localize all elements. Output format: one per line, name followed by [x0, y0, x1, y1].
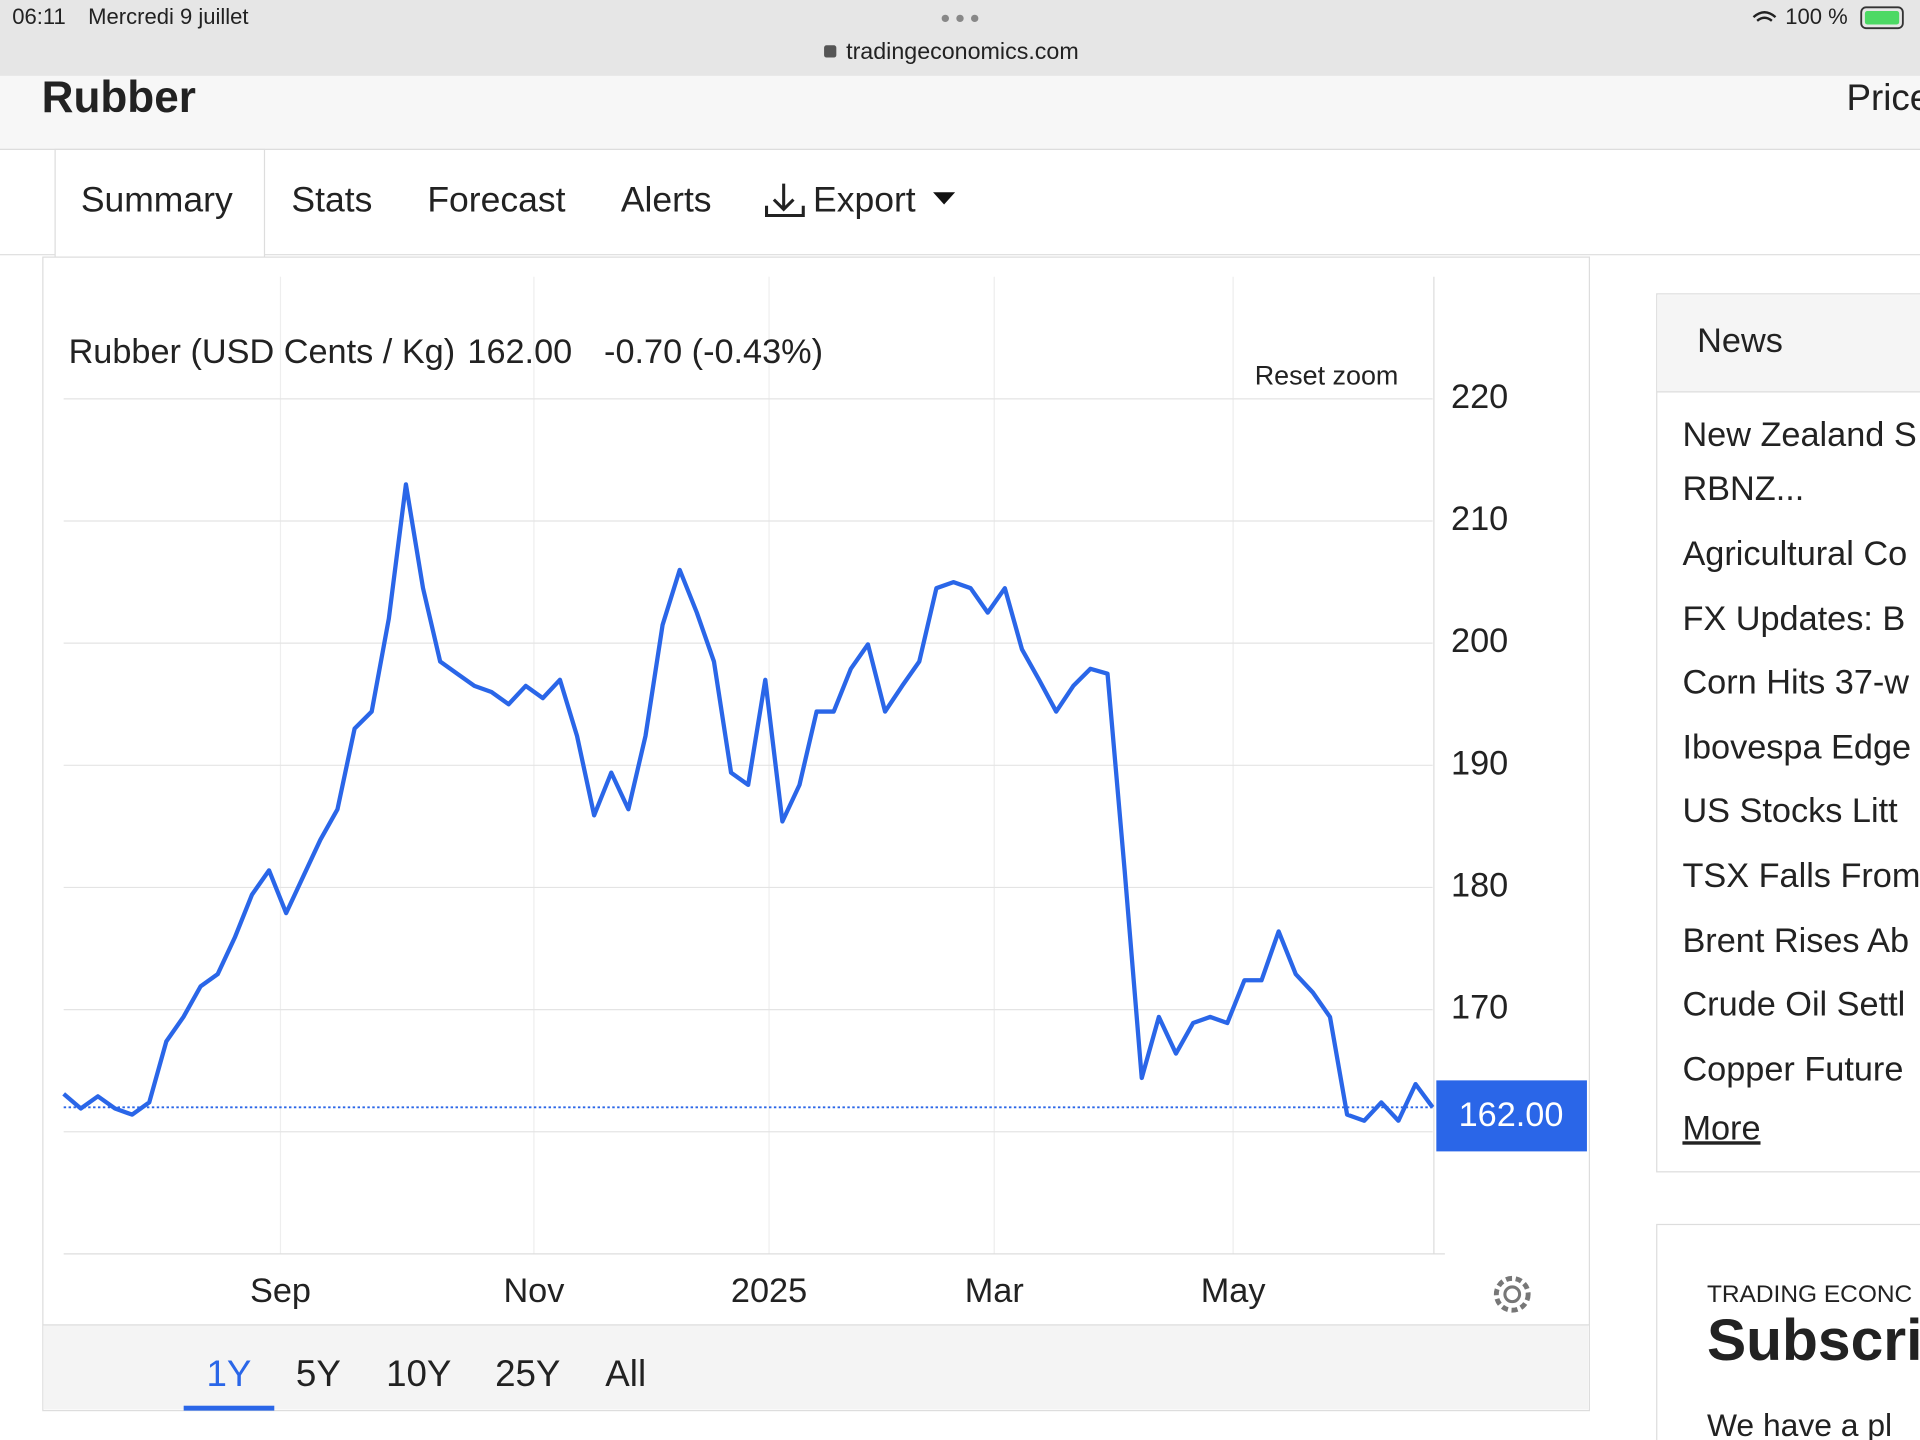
export-icon — [765, 183, 805, 218]
last-price-label: 162.00 — [1459, 1096, 1564, 1134]
news-item[interactable]: Crude Oil Settl — [1682, 986, 1905, 1024]
range-button[interactable]: 25Y — [495, 1353, 560, 1394]
subscribe-panel — [1656, 1223, 1920, 1440]
reset-zoom[interactable]: Reset zoom — [1255, 360, 1399, 390]
y-tick-label: 180 — [1451, 867, 1508, 905]
y-tick-label: 220 — [1451, 378, 1508, 416]
range-button[interactable]: 10Y — [386, 1353, 451, 1394]
news-item[interactable]: US Stocks Litt — [1682, 792, 1898, 830]
battery-icon — [1860, 6, 1904, 30]
change: -0.70 (-0.43%) — [604, 333, 823, 371]
range-button[interactable]: 1Y — [207, 1353, 252, 1394]
settings-icon[interactable] — [1493, 1275, 1531, 1313]
y-tick-label: 170 — [1451, 989, 1508, 1027]
tab[interactable]: Export — [813, 179, 916, 219]
x-tick-label: 2025 — [731, 1272, 807, 1310]
price-line — [62, 482, 1435, 1123]
page-title: Rubber — [42, 73, 196, 122]
y-tick-label: 200 — [1451, 622, 1508, 660]
news-item[interactable]: New Zealand S — [1682, 416, 1916, 454]
tab[interactable]: Summary — [81, 179, 233, 219]
range-button[interactable]: All — [605, 1353, 646, 1394]
news-title: News — [1697, 322, 1783, 360]
battery-text: 100 % — [1785, 4, 1847, 29]
news-header — [1657, 295, 1920, 392]
dots — [941, 14, 979, 23]
ranges: 1Y 5Y 10Y 25Y All — [207, 1353, 647, 1394]
x-tick-label: Nov — [503, 1272, 565, 1310]
news-list: New Zealand S RBNZ... Agricultural Co FX Up… — [1682, 416, 1920, 1088]
chart-panel — [42, 256, 1590, 1412]
news-panel — [1656, 293, 1920, 1173]
news-item[interactable]: RBNZ... — [1682, 470, 1804, 508]
news-item[interactable]: Ibovespa Edge — [1682, 728, 1911, 766]
date: Mercredi 9 juillet — [88, 4, 248, 29]
lock-icon — [824, 45, 837, 58]
subscribe-kicker: TRADING ECONC — [1707, 1281, 1912, 1308]
time: 06:11 — [12, 4, 66, 29]
plot: SepNov2025MarMay160170180190200210220162… — [62, 276, 1587, 1310]
export-caret — [933, 192, 956, 205]
last-price-box — [1436, 1080, 1587, 1152]
status-bar — [0, 0, 1920, 76]
range-button[interactable]: 5Y — [296, 1353, 341, 1394]
x-tick-label: Sep — [250, 1272, 311, 1310]
battery-level — [1864, 11, 1900, 25]
news-item[interactable]: FX Updates: B — [1682, 600, 1905, 638]
wifi-icon — [1752, 11, 1777, 22]
tab[interactable]: Alerts — [621, 179, 712, 219]
range-active — [183, 1405, 275, 1411]
news-item[interactable]: TSX Falls From — [1682, 857, 1920, 895]
x-tick-label: Mar — [965, 1272, 1024, 1310]
url[interactable]: tradingeconomics.com — [846, 38, 1079, 64]
tab[interactable]: Stats — [291, 179, 372, 219]
news-item[interactable]: Agricultural Co — [1682, 535, 1907, 573]
news-more[interactable]: More — [1682, 1109, 1760, 1147]
header-bar — [0, 75, 1920, 150]
tab[interactable]: Forecast — [427, 179, 565, 219]
price: 162.00 — [467, 333, 572, 371]
chart-title: Rubber (USD Cents / Kg) — [69, 333, 456, 371]
news-item[interactable]: Copper Future — [1682, 1050, 1903, 1088]
tabs: Summary Stats Forecast Alerts Export — [81, 179, 956, 219]
x-tick-label: May — [1201, 1272, 1267, 1310]
y-tick-label: 190 — [1451, 744, 1508, 782]
news-item[interactable]: Brent Rises Ab — [1682, 922, 1909, 960]
news-item[interactable]: Corn Hits 37-w — [1682, 664, 1909, 702]
subscribe-text: We have a pl — [1707, 1407, 1892, 1440]
header-right: Price — [1847, 77, 1920, 118]
range-bar — [44, 1324, 1589, 1410]
y-tick-label: 210 — [1451, 500, 1508, 538]
subscribe-title: Subscri — [1707, 1308, 1920, 1373]
